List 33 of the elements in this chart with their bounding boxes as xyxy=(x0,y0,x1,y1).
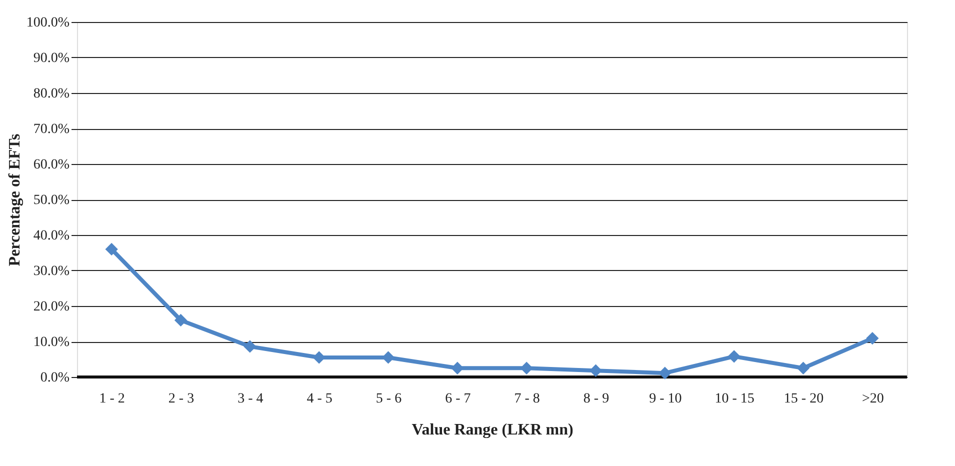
x-tick-label: 8 - 9 xyxy=(583,392,610,406)
point xyxy=(658,366,672,380)
x-tick-label: 15 - 20 xyxy=(784,392,824,406)
x-tick-label: 1 - 2 xyxy=(99,392,125,406)
y-tick-label: 0.0% xyxy=(40,370,70,386)
point xyxy=(589,364,602,377)
y-tick-label: 100.0% xyxy=(26,16,70,30)
y-tick-label: 60.0% xyxy=(33,158,70,172)
y-tick-label: 50.0% xyxy=(33,193,70,208)
point xyxy=(866,332,879,345)
y-tick-label: 10.0% xyxy=(33,335,70,350)
y-tick-label: 70.0% xyxy=(33,122,70,137)
x-tick-label: 6 - 7 xyxy=(445,392,471,406)
x-axis-title: Value Range (LKR mn) xyxy=(412,422,574,438)
x-tick-label: >20 xyxy=(862,392,884,406)
x-tick-label: 5 - 6 xyxy=(376,392,402,406)
y-tick-label: 30.0% xyxy=(33,264,70,279)
x-tick-label: 4 - 5 xyxy=(306,392,332,406)
x-tick-label: 3 - 4 xyxy=(238,392,264,406)
point xyxy=(105,242,118,256)
y-axis-title: Percentage of EFTs xyxy=(6,134,24,266)
x-tick-label: 2 - 3 xyxy=(168,392,194,406)
point xyxy=(796,362,810,374)
y-tick-label: 20.0% xyxy=(33,300,70,314)
point xyxy=(244,340,256,353)
point xyxy=(728,350,740,363)
x-tick-label: 9 - 10 xyxy=(649,392,682,406)
x-tick-label: 10 - 15 xyxy=(714,392,754,406)
y-tick-label: 40.0% xyxy=(33,228,70,244)
x-tick-label: 7 - 8 xyxy=(514,392,540,406)
point xyxy=(174,314,188,327)
y-tick-label: 80.0% xyxy=(33,86,70,102)
y-tick-label: 90.0% xyxy=(33,51,70,66)
